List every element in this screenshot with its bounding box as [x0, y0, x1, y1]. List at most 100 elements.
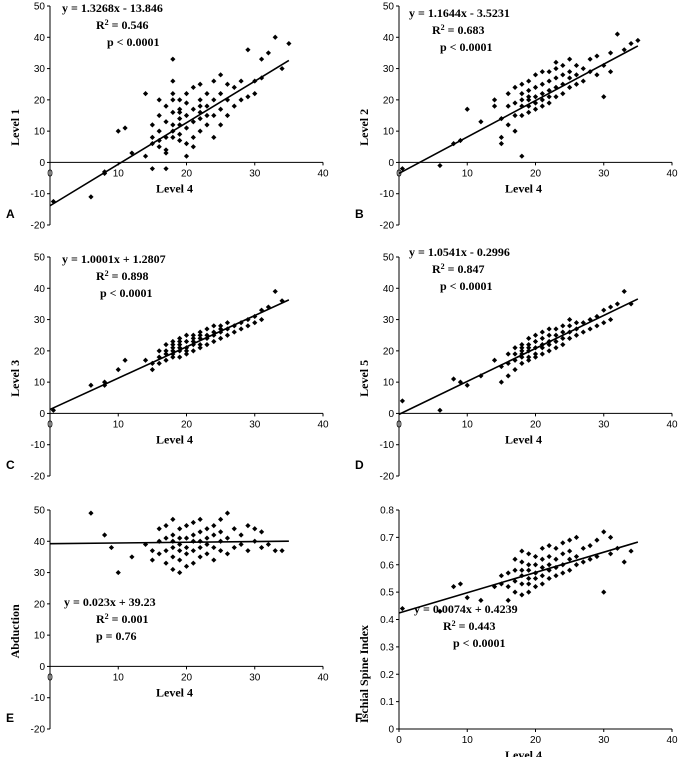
data-point — [183, 338, 190, 345]
data-point — [238, 532, 244, 538]
data-point — [197, 529, 203, 535]
data-point — [573, 320, 580, 326]
data-point — [197, 332, 203, 338]
data-point — [190, 538, 196, 544]
data-point — [532, 100, 539, 106]
data-point — [231, 526, 237, 532]
data-point — [149, 134, 155, 140]
data-point — [539, 91, 545, 97]
data-point — [204, 342, 210, 348]
y-tick-label: 20 — [34, 95, 46, 106]
y-tick-label: 30 — [383, 315, 395, 326]
data-point — [546, 100, 552, 106]
x-tick-label: 0 — [47, 672, 53, 683]
x-tick-label: 30 — [249, 419, 261, 430]
data-point — [265, 541, 271, 548]
data-point — [177, 122, 183, 128]
r-squared-label: R2 = 0.847 — [432, 262, 485, 277]
data-point — [183, 112, 190, 119]
data-point — [526, 97, 532, 103]
y-tick-label: 10 — [34, 127, 46, 138]
y-axis-title: Abduction — [8, 604, 22, 658]
data-point — [190, 532, 196, 538]
data-point — [211, 338, 217, 345]
data-point — [122, 357, 128, 363]
data-point — [573, 81, 580, 87]
data-point — [560, 562, 566, 568]
data-point — [183, 141, 190, 147]
data-point — [245, 323, 251, 329]
data-point — [553, 573, 559, 579]
y-tick-label: -20 — [31, 472, 46, 483]
y-tick-label: 40 — [34, 537, 46, 548]
regression-line — [49, 59, 290, 207]
data-point — [526, 354, 532, 360]
x-tick-label: 20 — [530, 168, 542, 179]
data-point — [573, 534, 580, 540]
data-point — [177, 97, 183, 103]
data-point — [177, 116, 183, 122]
data-point — [573, 332, 580, 338]
data-point — [567, 316, 573, 323]
data-point — [580, 320, 586, 326]
data-point — [526, 94, 532, 100]
data-point — [532, 94, 539, 100]
data-point — [279, 548, 285, 554]
data-point — [190, 106, 196, 112]
data-point — [88, 510, 94, 516]
data-point — [156, 538, 162, 544]
data-point — [218, 529, 224, 535]
panel-letter: F — [355, 711, 362, 725]
data-point — [204, 332, 210, 338]
data-point — [553, 94, 559, 100]
data-point — [526, 342, 532, 348]
y-tick-label: 50 — [383, 2, 395, 13]
p-value-label: p = 0.76 — [96, 629, 137, 643]
data-point — [224, 332, 231, 338]
panel-letter: E — [6, 711, 14, 725]
data-point — [211, 78, 217, 84]
y-tick-label: -10 — [380, 189, 395, 200]
data-point — [553, 65, 559, 72]
data-point — [560, 323, 566, 329]
data-point — [258, 56, 265, 62]
data-point — [451, 141, 457, 147]
data-point — [190, 548, 196, 554]
data-point — [498, 379, 504, 385]
data-point — [457, 137, 464, 144]
data-point — [265, 304, 271, 310]
data-point — [156, 137, 162, 144]
data-point — [211, 557, 217, 563]
y-axis-title: Level 2 — [357, 109, 371, 146]
data-point — [163, 357, 169, 363]
data-point — [170, 109, 176, 115]
data-point — [88, 194, 94, 200]
equation-label: y = 1.0541x - 0.2996 — [409, 245, 510, 259]
y-tick-label: 0.4 — [380, 615, 394, 626]
data-point — [478, 597, 484, 603]
data-point — [224, 510, 231, 516]
y-tick-label: 0.7 — [380, 533, 394, 544]
data-point — [519, 103, 525, 109]
data-point — [567, 69, 573, 75]
x-tick-label: 10 — [113, 672, 125, 683]
x-tick-label: 0 — [396, 419, 402, 430]
data-point — [190, 519, 196, 526]
data-point — [149, 548, 155, 554]
data-point — [539, 581, 545, 587]
data-point — [512, 112, 518, 119]
data-point — [163, 351, 169, 357]
data-point — [102, 170, 108, 176]
data-point — [183, 535, 190, 541]
data-point — [594, 313, 600, 320]
data-point — [197, 116, 203, 122]
data-point — [190, 335, 196, 341]
data-point — [102, 382, 108, 388]
data-point — [190, 332, 196, 338]
data-point — [177, 541, 183, 548]
p-value-label: p < 0.0001 — [440, 279, 493, 293]
data-point — [231, 84, 237, 90]
